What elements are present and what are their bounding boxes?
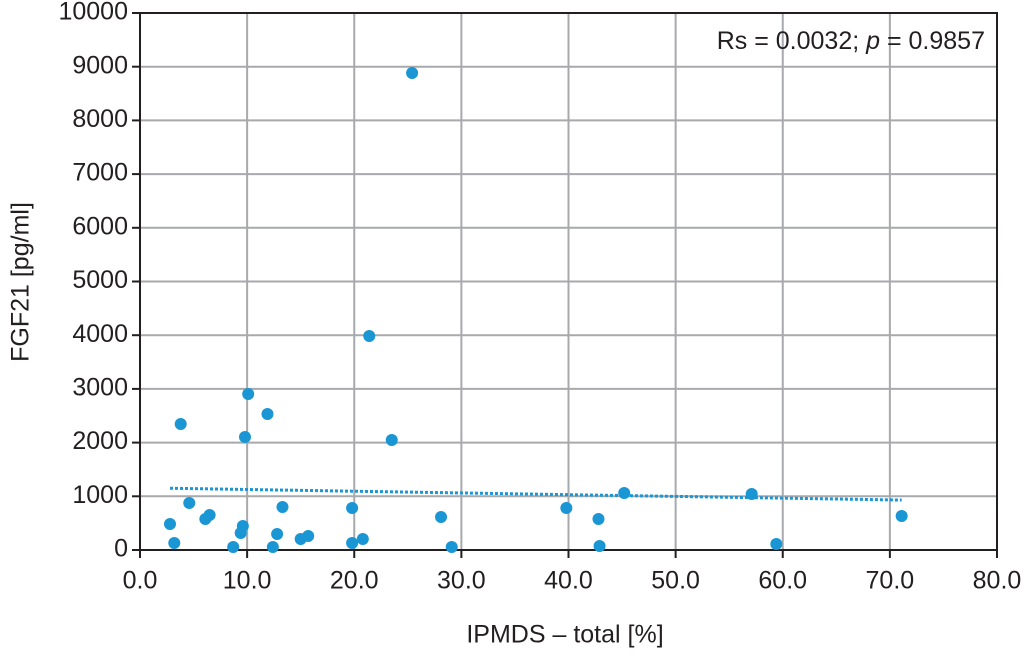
x-tick-label: 30.0 bbox=[437, 567, 486, 595]
y-tick-label: 7000 bbox=[72, 159, 128, 187]
data-point bbox=[227, 540, 240, 553]
data-point bbox=[593, 540, 606, 553]
data-point bbox=[363, 330, 376, 343]
data-point bbox=[346, 537, 359, 550]
data-point bbox=[445, 540, 458, 553]
y-tick-label: 8000 bbox=[72, 105, 128, 133]
data-point bbox=[266, 540, 279, 553]
data-point bbox=[356, 532, 369, 545]
y-tick-label: 6000 bbox=[72, 212, 128, 240]
annotation-part: = 0.9857 bbox=[880, 27, 985, 55]
y-tick-label: 5000 bbox=[72, 266, 128, 294]
data-point bbox=[163, 518, 176, 531]
trend-line bbox=[169, 486, 902, 502]
data-point bbox=[895, 510, 908, 523]
data-point bbox=[406, 66, 419, 79]
data-point bbox=[770, 537, 783, 550]
annotation: Rs = 0.0032; p = 0.9857 bbox=[717, 27, 985, 55]
data-point bbox=[183, 497, 196, 510]
data-point bbox=[271, 527, 284, 540]
data-point bbox=[203, 508, 216, 521]
data-point bbox=[302, 529, 315, 542]
y-tick-label: 4000 bbox=[72, 320, 128, 348]
x-tick-label: 20.0 bbox=[330, 567, 379, 595]
x-tick-label: 0.0 bbox=[123, 567, 158, 595]
x-axis-label: IPMDS – total [%] bbox=[466, 621, 663, 649]
x-tick-label: 50.0 bbox=[651, 567, 700, 595]
y-tick-label: 10000 bbox=[58, 0, 128, 26]
x-tick-label: 80.0 bbox=[973, 567, 1022, 595]
data-point bbox=[560, 502, 573, 515]
x-tick-label: 40.0 bbox=[544, 567, 593, 595]
y-tick-label: 9000 bbox=[72, 51, 128, 79]
annotation-part: Rs = 0.0032; bbox=[717, 27, 866, 55]
y-tick-label: 3000 bbox=[72, 374, 128, 402]
data-point bbox=[238, 431, 251, 444]
x-tick-label: 60.0 bbox=[758, 567, 807, 595]
x-tick-label: 10.0 bbox=[223, 567, 272, 595]
data-point bbox=[242, 388, 255, 401]
y-tick-label: 1000 bbox=[72, 481, 128, 509]
data-point bbox=[618, 487, 631, 500]
data-point bbox=[174, 418, 187, 431]
data-point bbox=[276, 500, 289, 513]
x-tick-label: 70.0 bbox=[866, 567, 915, 595]
y-axis-label: FGF21 [pg/ml] bbox=[7, 202, 35, 362]
y-tick-label: 0 bbox=[114, 535, 128, 563]
data-point bbox=[346, 502, 359, 515]
data-point bbox=[236, 519, 249, 532]
y-tick-label: 2000 bbox=[72, 427, 128, 455]
plot-frame bbox=[139, 12, 998, 551]
data-point bbox=[168, 537, 181, 550]
annotation-part: p bbox=[865, 27, 880, 55]
data-point bbox=[435, 510, 448, 523]
data-point bbox=[592, 513, 605, 526]
data-point bbox=[745, 487, 758, 500]
data-point bbox=[261, 407, 274, 420]
data-point bbox=[385, 434, 398, 447]
